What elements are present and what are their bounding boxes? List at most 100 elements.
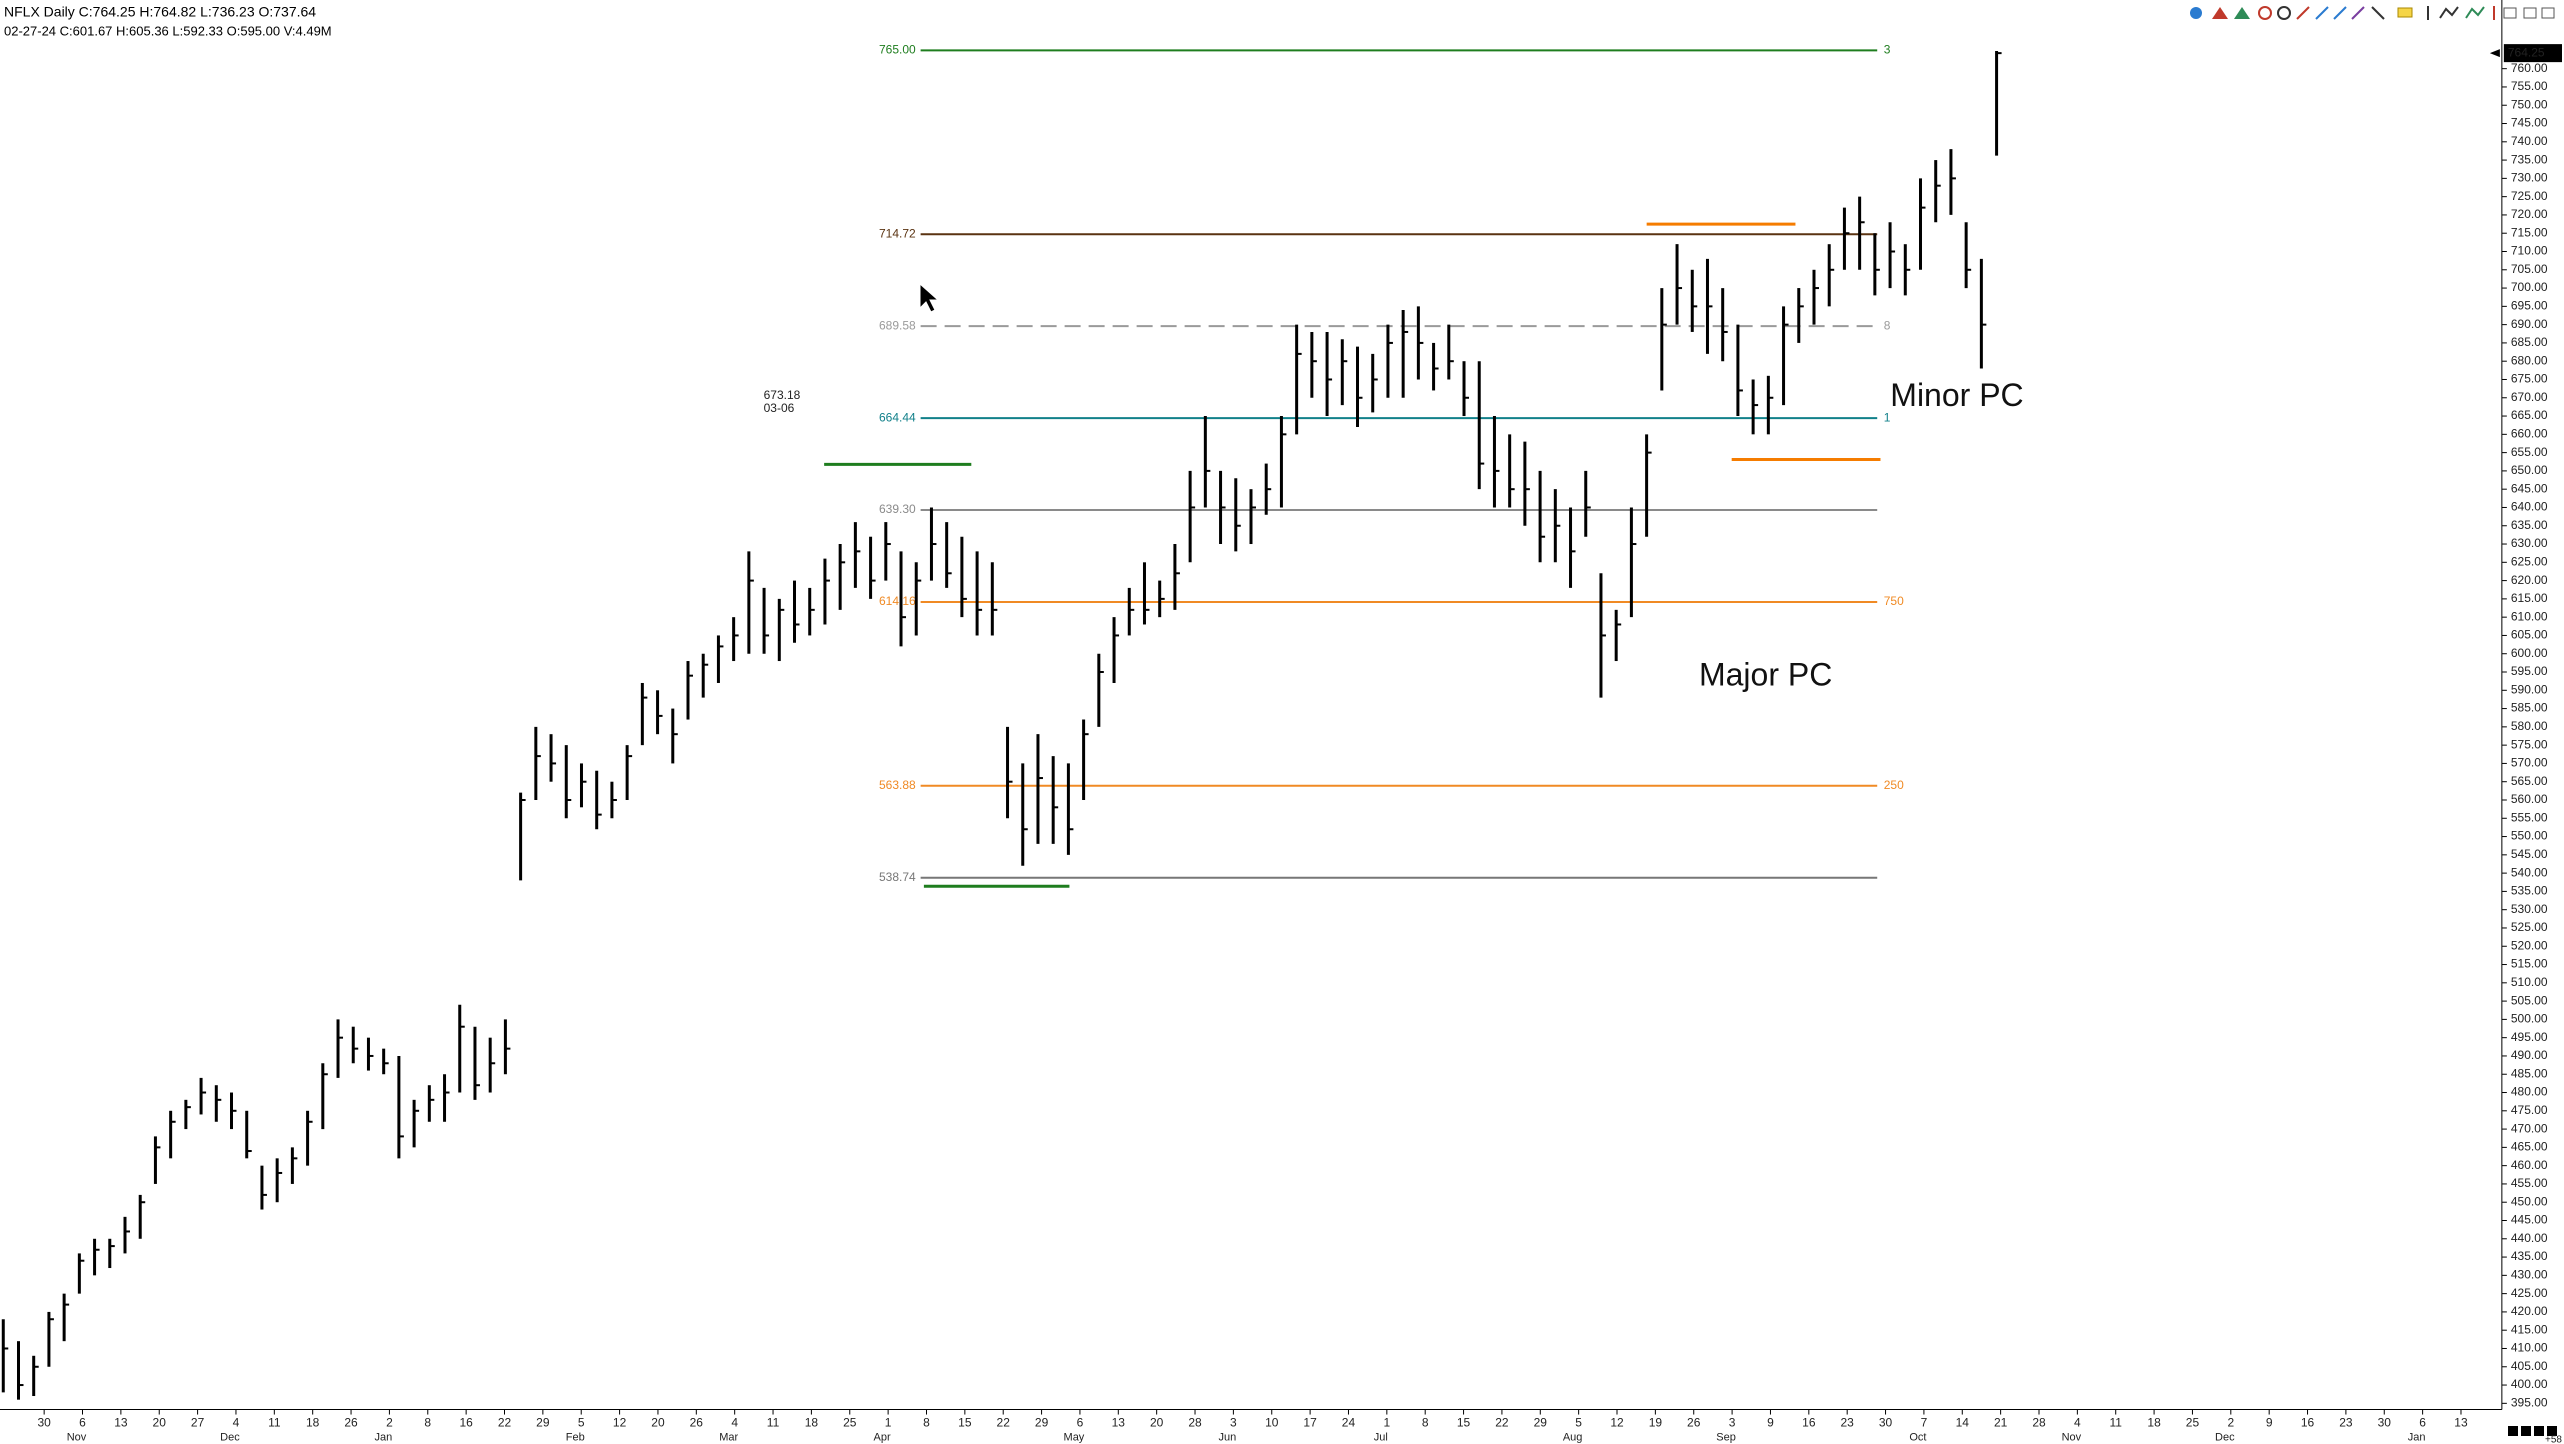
y-tick-label: 745.00 — [2511, 116, 2548, 130]
chart-subtitle: 02-27-24 C:601.67 H:605.36 L:592.33 O:59… — [4, 23, 332, 38]
tool-icon[interactable] — [2465, 6, 2485, 19]
y-tick-label: 620.00 — [2511, 573, 2548, 587]
level-tag: 250 — [1884, 778, 1904, 792]
x-tick-label: 2 — [386, 1416, 393, 1430]
y-tick-label: 655.00 — [2511, 445, 2548, 459]
x-tick-label: 16 — [1802, 1416, 1816, 1430]
y-tick-label: 735.00 — [2511, 152, 2548, 166]
chart-title: NFLX Daily C:764.25 H:764.82 L:736.23 O:… — [4, 4, 316, 20]
x-tick-label: 3 — [1230, 1416, 1237, 1430]
month-label: Apr — [874, 1431, 891, 1443]
y-tick-label: 570.00 — [2511, 756, 2548, 770]
price-pointer — [2489, 49, 2500, 58]
x-tick-label: 4 — [233, 1416, 240, 1430]
y-tick-label: 555.00 — [2511, 810, 2548, 824]
x-tick-label: 15 — [958, 1416, 972, 1430]
x-tick-label: 8 — [1422, 1416, 1429, 1430]
toolbar[interactable] — [2190, 6, 2555, 20]
tool-icon[interactable] — [2277, 6, 2291, 20]
y-tick-label: 665.00 — [2511, 408, 2548, 422]
x-tick-label: 8 — [424, 1416, 431, 1430]
tool-icon[interactable] — [2258, 6, 2272, 20]
tool-icon[interactable] — [2315, 6, 2329, 20]
annotation: Minor PC — [1890, 377, 2023, 413]
tool-icon[interactable] — [2234, 7, 2250, 19]
y-tick-label: 505.00 — [2511, 993, 2548, 1007]
y-tick-label: 435.00 — [2511, 1249, 2548, 1263]
y-tick-label: 445.00 — [2511, 1213, 2548, 1227]
tool-icon[interactable] — [2333, 6, 2347, 20]
y-tick-label: 540.00 — [2511, 865, 2548, 879]
y-tick-label: 730.00 — [2511, 171, 2548, 185]
y-tick-label: 635.00 — [2511, 518, 2548, 532]
study-label: 673.18 — [764, 388, 801, 402]
tool-icon[interactable] — [2296, 6, 2310, 20]
tool-icon[interactable] — [2351, 6, 2365, 20]
y-tick-label: 525.00 — [2511, 920, 2548, 934]
y-tick-label: 455.00 — [2511, 1176, 2548, 1190]
y-tick-label: 460.00 — [2511, 1158, 2548, 1172]
month-label: Nov — [67, 1431, 87, 1443]
month-label: Feb — [566, 1431, 585, 1443]
month-label: Jan — [2408, 1431, 2426, 1443]
y-tick-label: 565.00 — [2511, 774, 2548, 788]
x-tick-label: 6 — [2419, 1416, 2426, 1430]
x-tick-label: 12 — [613, 1416, 627, 1430]
tool-icon[interactable] — [2212, 7, 2228, 19]
x-tick-label: 16 — [459, 1416, 473, 1430]
x-tick-label: 2 — [2227, 1416, 2234, 1430]
y-tick-label: 720.00 — [2511, 207, 2548, 221]
x-tick-label: 23 — [1841, 1416, 1855, 1430]
y-tick-label: 490.00 — [2511, 1048, 2548, 1062]
y-tick-label: 710.00 — [2511, 244, 2548, 258]
y-tick-label: 640.00 — [2511, 500, 2548, 514]
level-tag: 750 — [1884, 594, 1904, 608]
level-label: 639.30 — [879, 502, 916, 516]
month-label: Aug — [1563, 1431, 1583, 1443]
x-tick-label: 22 — [1495, 1416, 1509, 1430]
tool-icon[interactable] — [2439, 6, 2459, 19]
tool-icon[interactable] — [2190, 7, 2202, 19]
y-tick-label: 465.00 — [2511, 1140, 2548, 1154]
x-tick-label: 10 — [1265, 1416, 1279, 1430]
level-label: 765.00 — [879, 43, 916, 57]
y-tick-label: 705.00 — [2511, 262, 2548, 276]
y-tick-label: 750.00 — [2511, 97, 2548, 111]
x-tick-label: 3 — [1729, 1416, 1736, 1430]
x-tick-label: 30 — [37, 1416, 51, 1430]
y-tick-label: 510.00 — [2511, 975, 2548, 989]
x-tick-label: 18 — [306, 1416, 320, 1430]
y-tick-label: 425.00 — [2511, 1286, 2548, 1300]
y-tick-label: 470.00 — [2511, 1121, 2548, 1135]
y-tick-label: 475.00 — [2511, 1103, 2548, 1117]
x-tick-label: 14 — [1956, 1416, 1970, 1430]
tool-icon[interactable] — [2397, 7, 2413, 18]
block — [2521, 1426, 2531, 1436]
y-tick-label: 605.00 — [2511, 628, 2548, 642]
study-label: 03-06 — [764, 401, 795, 415]
corner-blocks — [2508, 1426, 2557, 1436]
x-tick-label: 20 — [651, 1416, 665, 1430]
x-tick-label: 13 — [2454, 1416, 2468, 1430]
level-label: 664.44 — [879, 410, 916, 424]
y-tick-label: 500.00 — [2511, 1012, 2548, 1026]
x-tick-label: 19 — [1649, 1416, 1663, 1430]
y-tick-label: 585.00 — [2511, 701, 2548, 715]
level-tag: 1 — [1884, 410, 1891, 424]
tool-icon[interactable] — [2503, 7, 2517, 19]
y-tick-label: 675.00 — [2511, 372, 2548, 386]
y-tick-label: 480.00 — [2511, 1085, 2548, 1099]
x-tick-label: 13 — [1112, 1416, 1126, 1430]
x-tick-label: 20 — [153, 1416, 167, 1430]
month-label: Jun — [1219, 1431, 1237, 1443]
tool-icon[interactable] — [2371, 6, 2385, 20]
y-tick-label: 450.00 — [2511, 1194, 2548, 1208]
x-tick-label: 28 — [1188, 1416, 1202, 1430]
tool-icon[interactable] — [2541, 7, 2555, 19]
y-tick-label: 440.00 — [2511, 1231, 2548, 1245]
tool-icon[interactable] — [2523, 7, 2537, 19]
y-tick-label: 590.00 — [2511, 682, 2548, 696]
x-tick-label: 26 — [344, 1416, 358, 1430]
x-tick-label: 26 — [1687, 1416, 1701, 1430]
